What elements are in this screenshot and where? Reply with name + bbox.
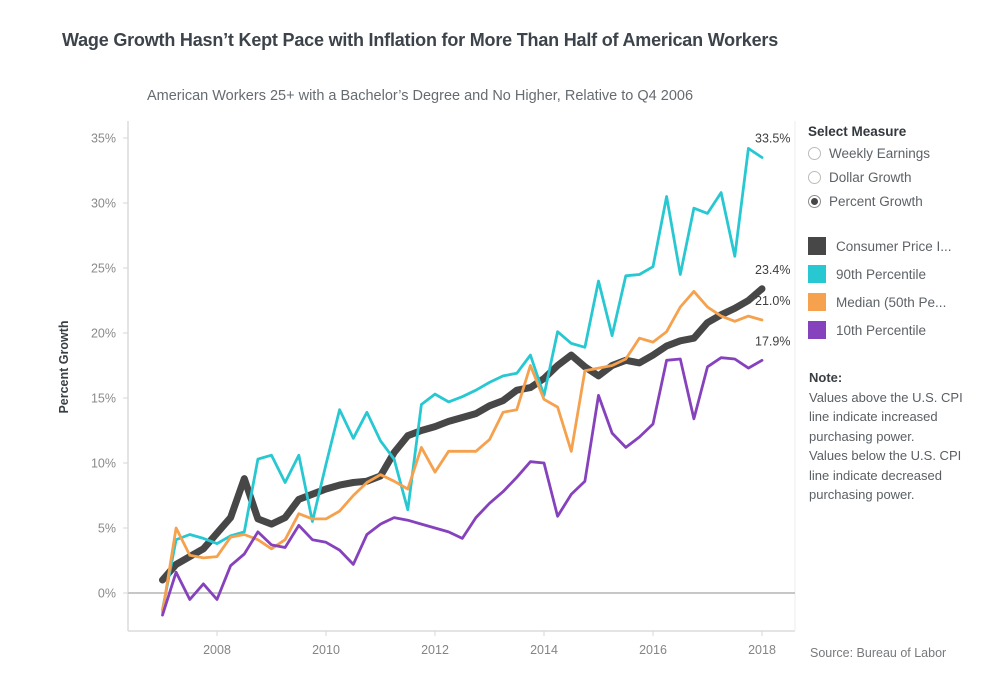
series-line-median-50th-percentile-[interactable]	[161, 289, 764, 614]
radio-dollar-growth[interactable]: Dollar Growth	[808, 166, 912, 188]
x-tick-label: 2018	[748, 643, 776, 657]
y-tick-label: 0%	[98, 587, 116, 601]
legend-swatch-median	[808, 293, 826, 311]
end-label-90th-percentile: 33.5%	[755, 132, 790, 146]
legend-label: Median (50th Pe...	[836, 294, 947, 310]
note-heading: Note:	[809, 370, 843, 385]
radio-weekly-earnings[interactable]: Weekly Earnings	[808, 142, 930, 164]
x-tick-label: 2008	[203, 643, 231, 657]
y-tick-label: 15%	[91, 392, 116, 406]
y-axis-title: Percent Growth	[57, 320, 71, 413]
y-tick-label: 35%	[91, 132, 116, 146]
series-line-consumer-price-index[interactable]	[159, 285, 766, 584]
y-tick-label: 5%	[98, 522, 116, 536]
x-tick-label: 2012	[421, 643, 449, 657]
legend-item-90th[interactable]: 90th Percentile	[808, 264, 926, 284]
radio-label: Weekly Earnings	[829, 145, 931, 161]
legend-label: 90th Percentile	[836, 266, 927, 282]
radio-percent-growth[interactable]: Percent Growth	[808, 190, 923, 212]
series-line-90th-percentile[interactable]	[161, 146, 764, 612]
legend-item-10th[interactable]: 10th Percentile	[808, 320, 926, 340]
note-block: Note: Values above the U.S. CPI line ind…	[809, 368, 967, 505]
series-line-10th-percentile[interactable]	[161, 356, 764, 617]
legend-label: Consumer Price I...	[836, 238, 952, 254]
legend-swatch-10th	[808, 321, 826, 339]
x-tick-label: 2016	[639, 643, 667, 657]
chart-region: Wage Growth Hasn’t Kept Pace with Inflat…	[57, 30, 796, 657]
legend-swatch-cpi	[808, 237, 826, 255]
legend-item-cpi[interactable]: Consumer Price I...	[808, 236, 952, 256]
radio-circle-icon[interactable]	[808, 146, 821, 160]
y-tick-label: 10%	[91, 457, 116, 471]
right-panel: Select Measure Weekly Earnings Dollar Gr…	[800, 0, 999, 683]
legend-label: 10th Percentile	[836, 322, 927, 338]
legend-item-median[interactable]: Median (50th Pe...	[808, 292, 946, 312]
y-tick-label: 20%	[91, 327, 116, 341]
x-tick-label: 2014	[530, 643, 558, 657]
radio-label: Dollar Growth	[829, 169, 912, 185]
page-subtitle: American Workers 25+ with a Bachelor’s D…	[146, 88, 694, 104]
legend-swatch-90th	[808, 265, 826, 283]
measure-selector-title: Select Measure	[808, 124, 907, 139]
radio-label: Percent Growth	[829, 193, 923, 209]
page-title: Wage Growth Hasn’t Kept Pace with Inflat…	[61, 30, 779, 50]
wage-growth-line-chart: 0% 5% 10% 15% 20% 25% 30% 35% 2008 2010 2012 2014 20…	[57, 121, 796, 657]
source-caption: Source: Bureau of Labor	[810, 646, 947, 660]
end-label-median-50th-percentile-: 21.0%	[755, 294, 790, 308]
radio-circle-icon[interactable]	[808, 194, 821, 208]
y-tick-label: 25%	[91, 262, 116, 276]
note-line-2: Values below the U.S. CPI line indicate …	[809, 448, 962, 502]
x-tick-label: 2010	[312, 643, 340, 657]
end-label-consumer-price-index: 23.4%	[755, 263, 790, 277]
y-tick-label: 30%	[91, 197, 116, 211]
note-line-1: Values above the U.S. CPI line indicate …	[809, 389, 963, 444]
radio-circle-icon[interactable]	[808, 170, 821, 184]
end-label-10th-percentile: 17.9%	[755, 334, 790, 348]
